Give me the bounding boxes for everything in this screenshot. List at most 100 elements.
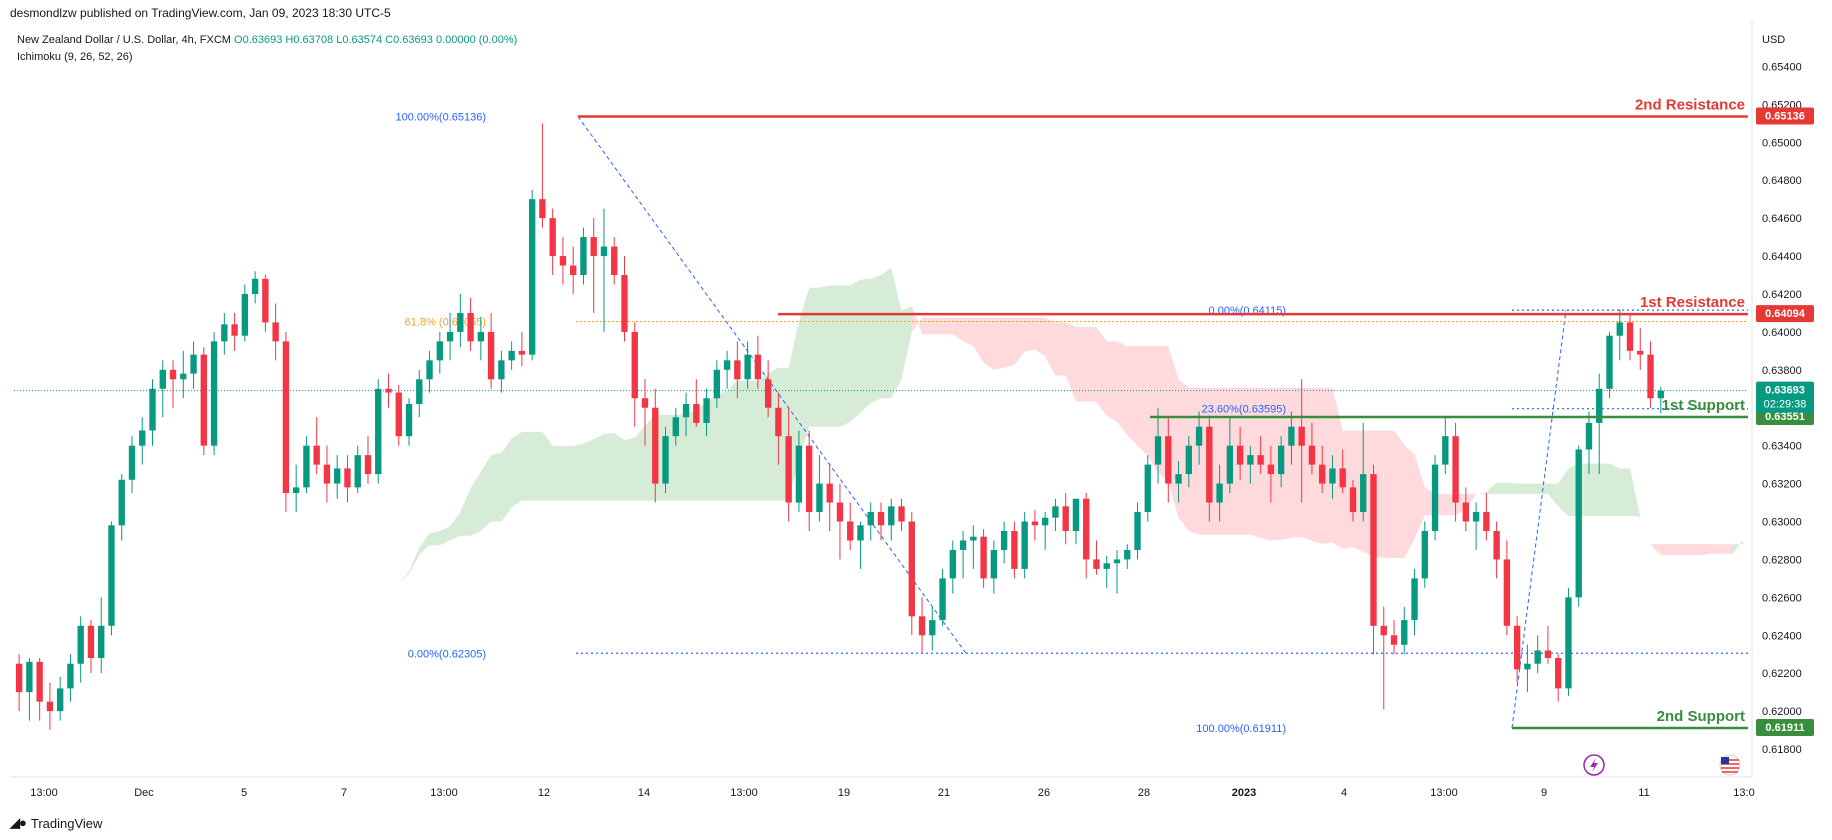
candle-up: [528, 199, 536, 355]
ohlc-open: O0.63693: [234, 34, 283, 46]
candle-down: [1031, 521, 1039, 526]
footer-brand[interactable]: ◢● TradingView: [10, 815, 102, 831]
x-tick-label: 13:00: [430, 787, 458, 799]
y-tick-label: 0.64000: [1762, 327, 1802, 339]
level-label: 2nd Resistance: [1635, 96, 1745, 113]
candle-up: [56, 688, 64, 712]
candle-up: [128, 445, 136, 480]
cloud-segment-bear: [932, 317, 943, 335]
y-tick-label: 0.62200: [1762, 668, 1802, 680]
candle-up: [713, 369, 721, 399]
cloud-segment-bull: [357, 663, 368, 674]
candle-up: [867, 512, 874, 526]
level-price-tag-text: 0.64094: [1765, 308, 1806, 320]
candle-down: [785, 436, 792, 503]
x-tick-label: 4: [1341, 787, 1347, 799]
candle-up: [970, 536, 977, 541]
cloud-segment-bull: [470, 471, 481, 536]
candle-up: [416, 379, 423, 404]
cloud-segment-bull: [1476, 492, 1487, 495]
cloud-segment-bear: [993, 317, 1005, 370]
candle-down: [1544, 650, 1552, 659]
candle-up: [190, 354, 197, 374]
candle-down: [1380, 625, 1387, 636]
fibonacci-lines: 100.00%(0.65136) 61.8% (0.64055) 0.00%(0.6…: [14, 111, 1748, 735]
candle-up: [1154, 436, 1162, 465]
y-tick-label: 0.63200: [1762, 479, 1802, 491]
y-tick-label: 0.63800: [1762, 365, 1802, 377]
price-chart[interactable]: 100.00%(0.65136) 61.8% (0.64055) 0.00%(0.6…: [0, 0, 1832, 800]
x-tick-label: 28: [1138, 787, 1150, 799]
candle-up: [139, 430, 146, 446]
cloud-segment-bull: [603, 432, 615, 501]
cloud-segment-bear: [1671, 544, 1682, 556]
candle-down: [570, 265, 577, 276]
candle-up: [1072, 498, 1080, 531]
candle-down: [1503, 559, 1511, 626]
cloud-segment-bear: [983, 317, 994, 370]
cloud-segment-bear: [1004, 317, 1015, 368]
key-levels: 2nd Resistance 1st Resistance 1st Support 2…: [578, 96, 1748, 730]
candle-down: [1267, 464, 1275, 475]
last-price-tag-text: 0.63693: [1765, 385, 1805, 397]
price-tags: 0.65136 0.64094 0.63551 0.61911 0.63693 02:29…: [1756, 107, 1814, 736]
candle-up: [1000, 530, 1008, 550]
candle-down: [1483, 512, 1490, 531]
cloud-segment-bear: [1691, 544, 1702, 556]
tradingview-logo-icon: ◢●: [10, 815, 27, 830]
candle-up: [1565, 597, 1572, 689]
cloud-segment-bear: [1168, 346, 1179, 518]
level-label: 2nd Support: [1657, 708, 1745, 725]
candle-down: [1390, 635, 1398, 645]
cloud-segment-bear: [1096, 327, 1107, 416]
candle-up: [508, 350, 515, 361]
y-tick-label: 0.62600: [1762, 592, 1802, 604]
candle-up: [457, 312, 464, 332]
cloud-segment-bull: [870, 275, 881, 403]
cloud-segment-bull: [737, 380, 748, 501]
candle-down: [1452, 436, 1459, 503]
candle-down: [1236, 445, 1244, 465]
footer-brand-label: TradingView: [30, 815, 103, 831]
us-flag-icon[interactable]: [1719, 754, 1741, 776]
candle-up: [1144, 464, 1151, 513]
x-tick-label: 19: [838, 787, 850, 799]
cloud-segment-bull: [881, 267, 892, 399]
candle-up: [1329, 468, 1336, 484]
cloud-segment-bull: [1506, 482, 1518, 495]
cloud-segment-bull: [839, 285, 851, 427]
candle-down: [1206, 426, 1213, 503]
indicator-legend: Ichimoku (9, 26, 52, 26): [17, 51, 133, 63]
fib-label: 0.00%(0.62305): [408, 648, 486, 660]
candle-up: [1185, 445, 1192, 475]
candle-up: [1472, 512, 1480, 522]
candle-up: [334, 468, 341, 484]
candle-up: [816, 483, 823, 513]
last-price-tag-text: 02:29:38: [1764, 399, 1807, 411]
lightning-icon[interactable]: [1583, 754, 1605, 776]
x-tick-label: 13:00: [30, 787, 58, 799]
cloud-segment-bear: [1137, 346, 1148, 457]
candle-up: [1360, 474, 1367, 513]
candle-down: [621, 275, 628, 332]
candle-up: [703, 398, 710, 423]
candle-down: [262, 278, 269, 323]
cloud-segment-bull: [367, 625, 379, 664]
candle-down: [1083, 498, 1090, 560]
candle-up: [1134, 512, 1141, 550]
candle-down: [1165, 436, 1172, 484]
candle-down: [549, 218, 556, 257]
cloud-segment-bull: [1527, 483, 1538, 495]
candle-down: [611, 246, 618, 276]
cloud-segment-bear: [1281, 387, 1292, 540]
cloud-segment-bull: [450, 512, 461, 541]
candle-up: [498, 360, 505, 380]
candle-down: [1319, 464, 1326, 484]
x-tick-label: 2023: [1232, 787, 1256, 799]
cloud-segment-bull: [614, 432, 625, 501]
cloud-segment-bull: [1496, 482, 1507, 495]
cloud-segment-bear: [1650, 544, 1661, 556]
cloud-segment-bear: [952, 317, 964, 342]
x-tick-label: 9: [1541, 787, 1547, 799]
candle-up: [1277, 445, 1285, 475]
